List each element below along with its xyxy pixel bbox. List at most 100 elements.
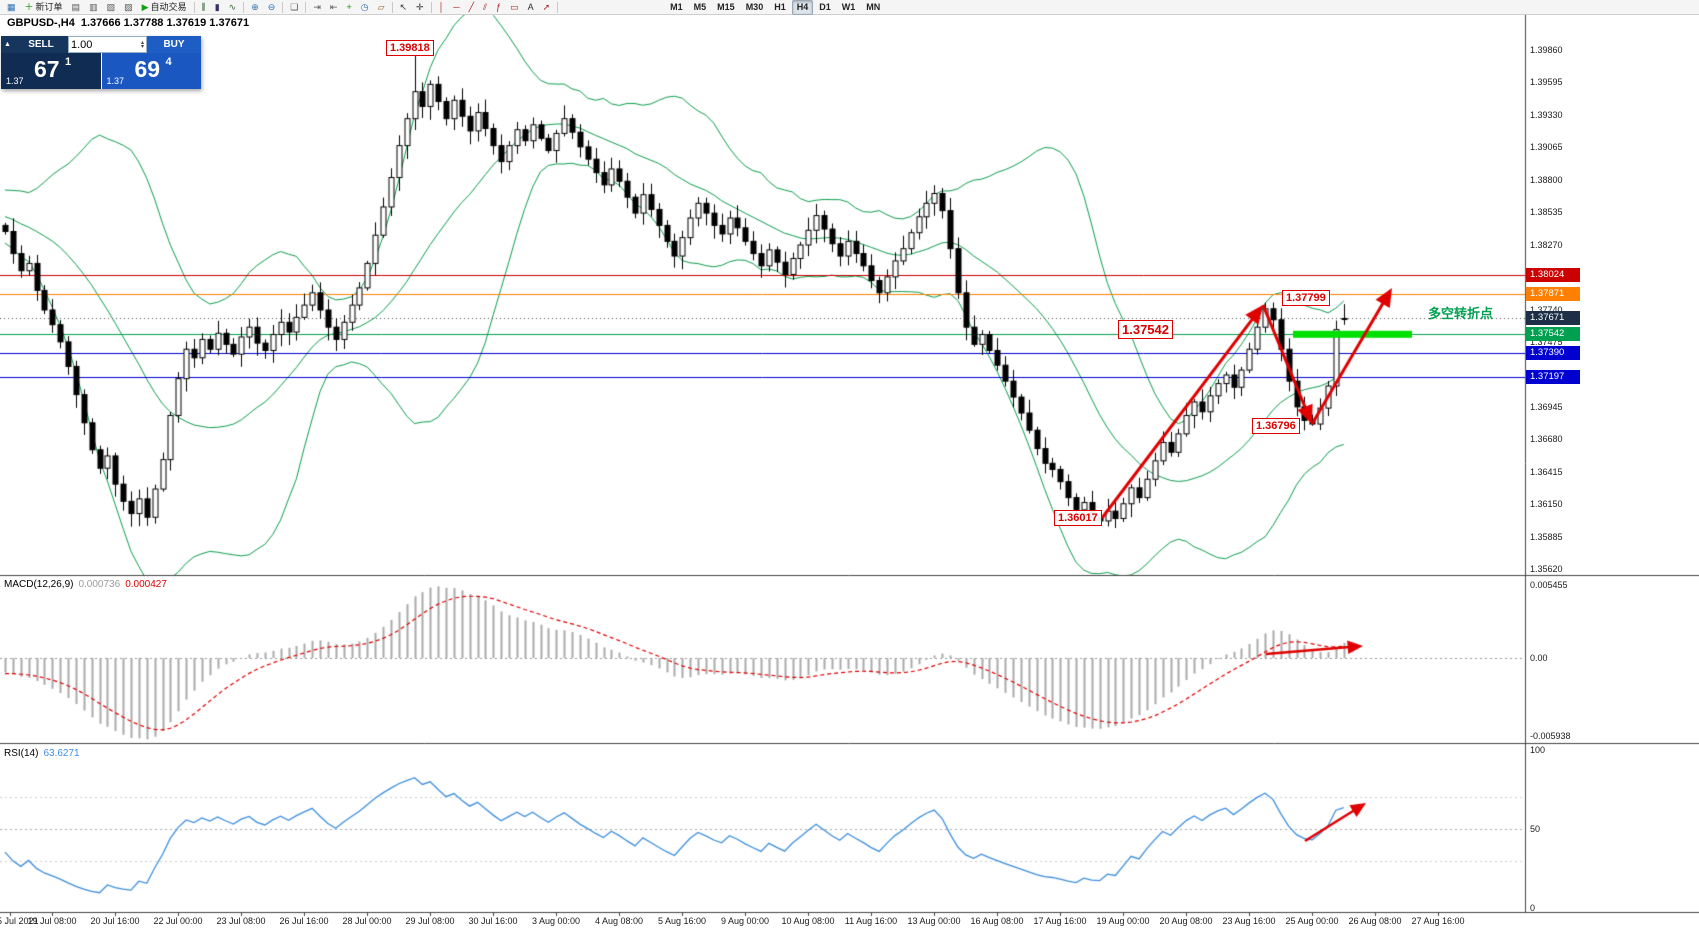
time-axis-label: 9 Aug 00:00 [720, 916, 770, 926]
macd-panel[interactable] [0, 576, 1525, 743]
time-axis-label: 16 Aug 08:00 [970, 916, 1024, 926]
tf-mn[interactable]: MN [861, 0, 885, 15]
price-annotation[interactable]: 1.37542 [1118, 320, 1173, 339]
new-chart-icon-glyph: ▦ [7, 1, 16, 12]
time-axis-label: 30 Jul 16:00 [468, 916, 518, 926]
cursor-icon[interactable]: ↖ [396, 0, 412, 15]
new-order-button-glyph: ＋ [24, 1, 34, 12]
horizontal-line-icon-glyph: ─ [453, 1, 460, 12]
text-icon[interactable]: A [524, 0, 538, 15]
tf-w1[interactable]: W1 [837, 0, 861, 15]
templates-icon[interactable]: ▱ [374, 0, 389, 15]
zoom-in-icon[interactable]: ⊕ [247, 0, 263, 15]
rsi-name: RSI(14) [4, 748, 39, 759]
toolbar-group-file: ▦ ＋新订单 ▤ ▥ ▧ ▨ ▶ 自动交易 [3, 0, 191, 15]
tf-m30[interactable]: M30 [741, 0, 769, 15]
tf-m15[interactable]: M15 [712, 0, 740, 15]
one-click-trading-panel[interactable]: ▲ SELL 1.00 ▴ ▾ BUY 1.37 67 1 1.37 69 4 [1, 36, 201, 89]
data-window-icon[interactable]: ▥ [85, 0, 102, 15]
tf-mn-label: MN [866, 1, 881, 12]
one-click-quotes: 1.37 67 1 1.37 69 4 [1, 53, 201, 89]
tf-d1[interactable]: D1 [814, 0, 836, 15]
collapse-arrow-icon[interactable]: ▲ [1, 36, 14, 53]
channel-icon[interactable]: ⫽ [479, 0, 491, 15]
line-chart-icon-glyph: ∿ [228, 1, 237, 12]
chart-ohlc-readout: GBPUSD-,H4 1.37666 1.37788 1.37619 1.3767… [7, 17, 255, 29]
bull-bear-turning-point-note[interactable]: 多空转折点 [1428, 306, 1494, 321]
tf-h1-label: H1 [774, 1, 786, 12]
tf-m1[interactable]: M1 [665, 0, 688, 15]
arrows-tool-icon[interactable]: ➚ [539, 0, 555, 15]
vertical-line-icon[interactable]: │ [435, 0, 449, 15]
autotrading-button[interactable]: ▶ 自动交易 [138, 0, 191, 15]
shapes-icon[interactable]: ▭ [506, 0, 523, 15]
volume-field[interactable]: 1.00 ▴ ▾ [68, 36, 147, 53]
volume-up-icon[interactable]: ▴ [140, 39, 144, 46]
tf-m1-label: M1 [670, 1, 683, 12]
tile-windows-icon[interactable]: ❏ [286, 0, 302, 15]
toolbar-group-windows: ❏ [286, 0, 302, 15]
new-chart-icon[interactable]: ▦ [3, 0, 20, 15]
zoom-out-icon[interactable]: ⊖ [264, 0, 280, 15]
market-watch-icon[interactable]: ▤ [68, 0, 85, 15]
sell-button[interactable]: SELL [14, 36, 68, 53]
auto-scroll-icon[interactable]: ⇥ [309, 0, 325, 15]
buy-quote[interactable]: 1.37 69 4 [101, 53, 201, 89]
navigator-icon-glyph: ▧ [106, 1, 116, 12]
price-axis-label: 1.35620 [1530, 564, 1563, 575]
price-axis-label: 1.38800 [1530, 174, 1563, 185]
candlestick-chart-icon[interactable]: ▮ [211, 0, 224, 15]
tf-h1[interactable]: H1 [769, 0, 791, 15]
horizontal-line-icon[interactable]: ─ [449, 0, 463, 15]
price-annotation[interactable]: 1.37799 [1282, 290, 1330, 306]
rsi-panel[interactable] [0, 744, 1525, 912]
tf-h4[interactable]: H4 [791, 0, 814, 15]
rsi-value: 63.6271 [43, 748, 80, 759]
rsi-level-label: 100 [1530, 745, 1546, 755]
terminal-icon[interactable]: ▨ [120, 0, 137, 15]
bar-chart-icon-glyph: ⫼ [201, 1, 206, 12]
buy-button[interactable]: BUY [147, 36, 201, 53]
buy-price-big: 69 [134, 56, 161, 82]
macd-axis-label: 0.00 [1530, 653, 1548, 663]
periods-icon[interactable]: ◷ [357, 0, 373, 15]
tf-m5[interactable]: M5 [689, 0, 712, 15]
new-order-button-label: 新订单 [35, 1, 63, 12]
volume-down-icon[interactable]: ▾ [140, 43, 144, 50]
rsi-level-label: 50 [1530, 824, 1541, 834]
one-click-top-row: ▲ SELL 1.00 ▴ ▾ BUY [1, 36, 201, 53]
fibonacci-icon[interactable]: ƒ [492, 0, 505, 15]
price-annotation[interactable]: 1.36017 [1054, 510, 1102, 526]
price-annotation[interactable]: 1.36796 [1252, 418, 1300, 434]
price-axis-label: 1.36680 [1530, 434, 1563, 445]
macd-indicator-label: MACD(12,26,9) 0.000736 0.000427 [4, 579, 172, 590]
price-axis-label: 1.37740 [1530, 304, 1563, 315]
sell-quote[interactable]: 1.37 67 1 [1, 53, 101, 89]
time-axis-label: 27 Aug 16:00 [1411, 916, 1465, 926]
navigator-icon[interactable]: ▧ [103, 0, 120, 15]
autotrading-button-label: 自动交易 [150, 1, 187, 12]
chart-shift-icon[interactable]: ⇤ [326, 0, 342, 15]
price-tag: 1.37390 [1526, 345, 1580, 360]
toolbar: ▦ ＋新订单 ▤ ▥ ▧ ▨ ▶ 自动交易 ⫼ ▮ ∿ ⊕ ⊖ ❏ ⇥ ⇤ + ◷ ▱ ↖ ✛ │ ─ ╱ ⫽ ƒ ▭ A ➚ M1 M5 M… [0, 0, 1699, 15]
toolbar-group-drawing-tools: │ ─ ╱ ⫽ ƒ ▭ A ➚ [435, 0, 555, 15]
bar-chart-icon[interactable]: ⫼ [198, 0, 210, 15]
time-axis-label: 4 Aug 08:00 [594, 916, 644, 926]
crosshair-icon[interactable]: ✛ [412, 0, 428, 15]
price-axis-label: 1.37475 [1530, 337, 1563, 348]
time-axis-label: 5 Aug 16:00 [657, 916, 707, 926]
trendline-icon[interactable]: ╱ [465, 0, 478, 15]
time-axis-label: 20 Aug 08:00 [1159, 916, 1213, 926]
sell-price-big: 67 [34, 56, 60, 82]
trendline-icon-glyph: ╱ [468, 1, 475, 12]
fibonacci-icon-glyph: ƒ [496, 1, 502, 12]
price-annotation[interactable]: 1.39818 [386, 40, 434, 56]
toolbar-separator [193, 1, 195, 13]
crosshair-icon-glyph: ✛ [416, 1, 424, 12]
time-axis-label: 13 Aug 00:00 [907, 916, 961, 926]
indicators-icon[interactable]: + [342, 0, 355, 15]
new-order-button[interactable]: ＋新订单 [21, 0, 67, 15]
line-chart-icon[interactable]: ∿ [225, 0, 241, 15]
text-icon-glyph: A [527, 1, 534, 12]
